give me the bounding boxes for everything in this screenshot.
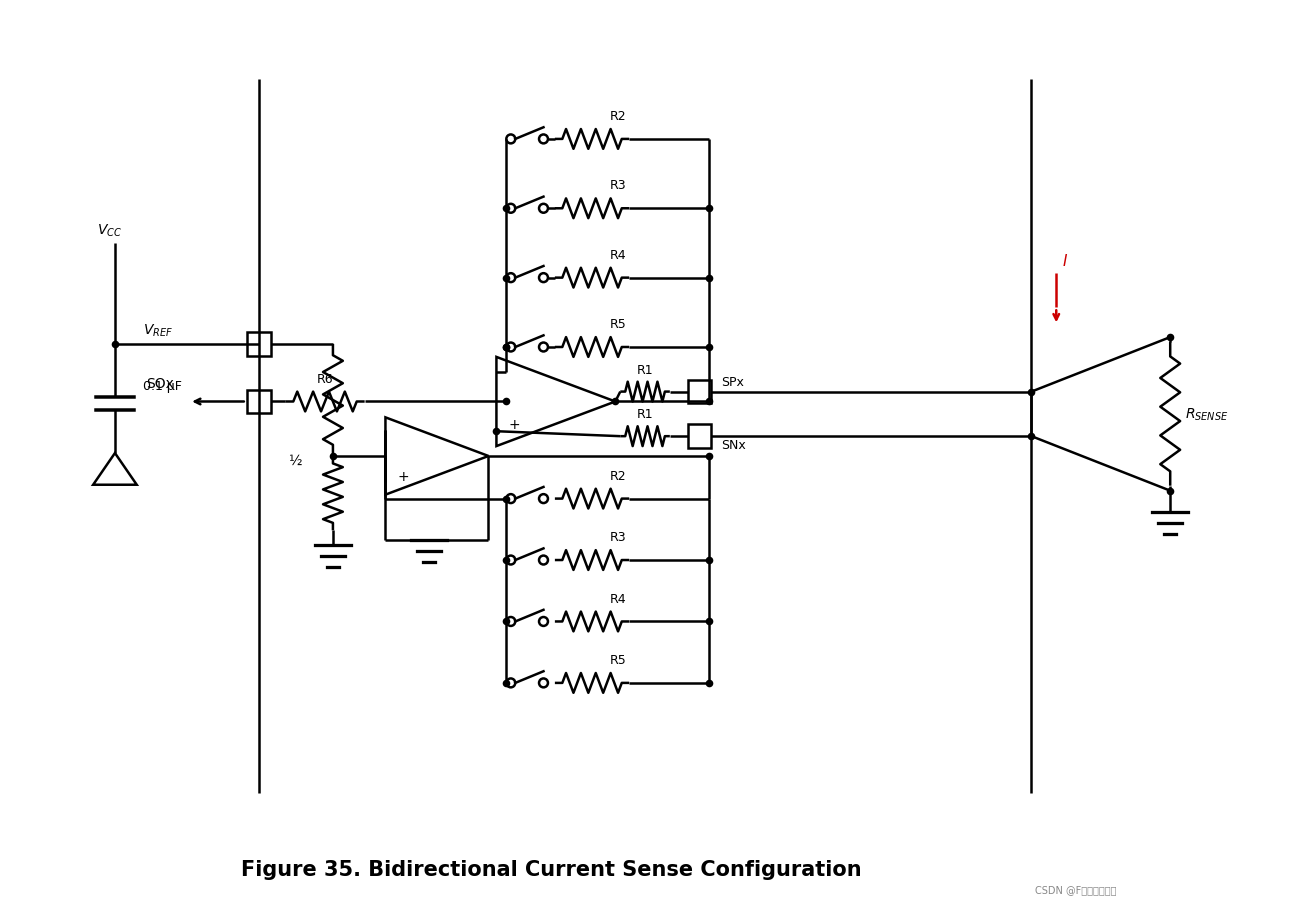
Text: R5: R5	[609, 318, 626, 331]
Text: R3: R3	[609, 179, 626, 192]
Text: R1: R1	[637, 363, 654, 376]
Text: R1: R1	[637, 408, 654, 421]
Text: $V_{CC}$: $V_{CC}$	[98, 222, 122, 239]
Bar	[246, 333, 271, 356]
Text: CSDN @F菌的进阶之路: CSDN @F菌的进阶之路	[1035, 884, 1117, 894]
Bar	[687, 425, 711, 448]
Text: SPx: SPx	[721, 375, 745, 389]
Text: R2: R2	[609, 110, 626, 123]
Text: +: +	[397, 469, 409, 483]
Text: R5: R5	[609, 653, 626, 666]
Text: 0.1 μF: 0.1 μF	[143, 379, 181, 393]
Bar	[246, 390, 271, 414]
Text: SOx: SOx	[147, 376, 174, 390]
Text: +: +	[509, 417, 519, 432]
Text: I: I	[1062, 253, 1066, 269]
Text: Figure 35. Bidirectional Current Sense Configuration: Figure 35. Bidirectional Current Sense C…	[241, 859, 861, 879]
Text: R3: R3	[609, 530, 626, 544]
Text: $V_{REF}$: $V_{REF}$	[143, 322, 173, 339]
Text: R2: R2	[609, 469, 626, 482]
Text: R6: R6	[316, 373, 333, 385]
Text: R4: R4	[609, 249, 626, 261]
Text: $R_{SENSE}$: $R_{SENSE}$	[1185, 406, 1229, 423]
Text: ½: ½	[288, 454, 301, 467]
Bar	[687, 380, 711, 404]
Text: SNx: SNx	[721, 438, 746, 451]
Text: R4: R4	[609, 592, 626, 605]
